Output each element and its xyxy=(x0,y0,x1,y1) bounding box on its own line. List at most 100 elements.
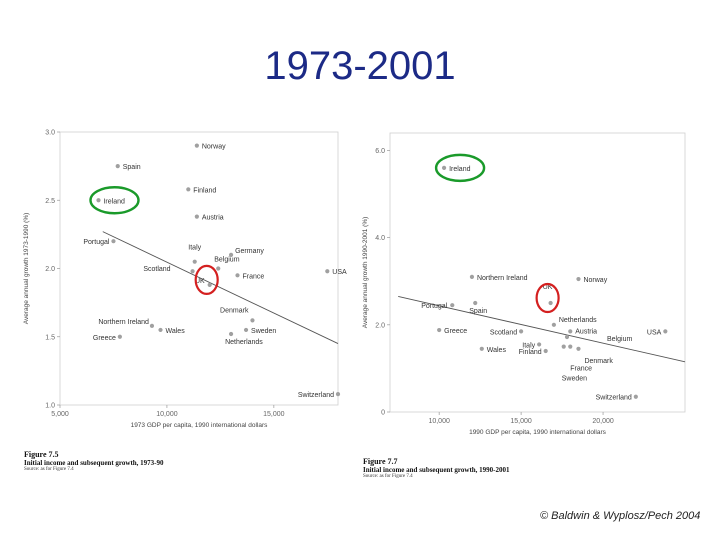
point-label-denmark: Denmark xyxy=(220,307,249,314)
data-point-scotland xyxy=(190,269,195,274)
point-label-ireland: Ireland xyxy=(449,166,471,173)
point-label-sweden: Sweden xyxy=(562,376,587,383)
x-tick-label: 5,000 xyxy=(51,411,69,418)
highlight-ellipse-green xyxy=(434,153,486,183)
figure-number: Figure 7.5 xyxy=(24,450,59,459)
x-axis-label: 1973 GDP per capita, 1990 international … xyxy=(131,422,269,429)
x-tick-label: 20,000 xyxy=(592,418,614,425)
trend-line xyxy=(102,231,339,344)
data-point-france xyxy=(568,344,573,349)
x-axis-label: 1990 GDP per capita, 1990 international … xyxy=(469,429,607,436)
point-label-usa: USA xyxy=(647,329,662,336)
scatter-chart-1973-90: 1.0 1.5 2.0 2.5 3.0 5,000 10,000 15,000 1973 GDP… xyxy=(23,130,347,430)
point-label-norway: Norway xyxy=(202,144,226,151)
data-point-ireland xyxy=(96,198,101,203)
copyright-note: © Baldwin & Wyplosz/Pech 2004 xyxy=(540,510,701,522)
y-axis-label: Average annual growth 1973-1990 (%) xyxy=(23,213,30,325)
point-label-netherlands: Netherlands xyxy=(225,339,263,346)
data-point-greece xyxy=(117,334,122,339)
data-point-italy xyxy=(192,259,197,264)
data-point-spain xyxy=(115,164,120,169)
data-point-germany xyxy=(228,252,234,257)
point-label-italy: Italy xyxy=(522,342,535,349)
point-label-spain: Spain xyxy=(469,308,487,315)
data-point-usa xyxy=(663,329,668,334)
data-point-portugal xyxy=(450,303,455,308)
point-label-austria: Austria xyxy=(202,215,224,222)
point-label-uk: UK xyxy=(195,278,205,285)
point-label-denmark: Denmark xyxy=(584,358,613,365)
highlight-ellipse-red xyxy=(194,264,219,295)
highlight-ellipse-red xyxy=(535,282,560,314)
slide-title: 1973-2001 xyxy=(264,44,456,88)
figure-source[interactable]: Source: as for Figure 7.4 xyxy=(363,474,413,479)
y-tick-label: 0 xyxy=(381,410,385,417)
y-tick-label: 6.0 xyxy=(375,148,385,155)
point-label-france: France xyxy=(570,366,592,373)
trend-line xyxy=(398,296,686,363)
point-label-scotland: Scotland xyxy=(490,329,517,336)
y-tick-label: 1.0 xyxy=(45,403,55,410)
point-label-portugal: Portugal xyxy=(83,239,110,246)
point-label-wales: Wales xyxy=(487,347,507,354)
y-axis-label: Average annual growth 1990-2001 (%) xyxy=(362,217,369,329)
x-tick-label: 15,000 xyxy=(510,418,532,425)
figure-title: Initial income and subsequent growth, 19… xyxy=(24,459,164,467)
highlight-ellipse-green xyxy=(89,186,140,215)
y-tick-label: 3.0 xyxy=(45,130,55,137)
point-label-greece: Greece xyxy=(93,335,116,342)
point-label-switzerland: Switzerland xyxy=(596,395,632,402)
x-tick-label: 10,000 xyxy=(156,411,178,418)
point-label-northern-ireland: Northern Ireland xyxy=(477,275,528,282)
point-label-sweden: Sweden xyxy=(251,328,276,335)
data-point-austria xyxy=(194,214,199,219)
figure-7-7: 0 2.0 4.0 6.0 10,000 15,000 20,000 1990 GDP per… xyxy=(355,127,700,492)
figure-7-5: 1.0 1.5 2.0 2.5 3.0 5,000 10,000 15,000 1973 GDP… xyxy=(20,120,360,490)
point-label-netherlands: Netherlands xyxy=(559,317,597,324)
data-point-netherlands xyxy=(228,331,234,337)
data-point-norway xyxy=(194,143,199,148)
x-tick-label: 15,000 xyxy=(263,411,285,418)
data-point-finland xyxy=(543,348,548,354)
data-point-uk xyxy=(548,300,553,306)
data-point-belgium xyxy=(564,334,570,340)
point-label-ireland: Ireland xyxy=(103,198,125,205)
data-point-sweden xyxy=(243,327,249,333)
figure-caption-7-5: Figure 7.5 Initial income and subsequent… xyxy=(24,450,164,472)
data-point-greece xyxy=(437,327,442,333)
data-point-spain xyxy=(473,300,478,306)
scatter-chart-1990-2001: 0 2.0 4.0 6.0 10,000 15,000 20,000 1990 GDP per… xyxy=(362,132,686,436)
data-point-wales xyxy=(158,327,163,333)
data-point-italy xyxy=(537,342,542,347)
y-tick-label: 1.5 xyxy=(45,334,55,341)
data-point-norway xyxy=(576,276,581,282)
data-point-denmark xyxy=(576,346,581,351)
point-label-greece: Greece xyxy=(444,328,467,335)
data-point-austria xyxy=(568,329,573,334)
data-point-denmark xyxy=(250,318,255,323)
point-label-germany: Germany xyxy=(235,248,264,255)
point-label-wales: Wales xyxy=(166,328,186,335)
point-label-spain: Spain xyxy=(123,164,141,171)
point-label-finland: Finland xyxy=(193,187,216,194)
y-tick-label: 2.5 xyxy=(45,198,55,205)
point-label-usa: USA xyxy=(332,269,347,276)
point-label-belgium: Belgium xyxy=(214,257,239,264)
data-point-portugal xyxy=(111,239,116,244)
data-point-uk xyxy=(207,282,212,287)
point-label-italy: Italy xyxy=(188,245,201,252)
data-point-wales xyxy=(479,346,484,351)
data-point-switzerland xyxy=(633,394,638,399)
point-label-france: France xyxy=(242,273,264,280)
data-point-sweden xyxy=(561,344,566,349)
data-point-scotland xyxy=(519,329,524,334)
figure-source[interactable]: Source: as for Figure 7.4 xyxy=(24,467,74,472)
point-label-uk: UK xyxy=(543,284,553,291)
figure-caption-7-7: Figure 7.7 Initial income and subsequent… xyxy=(363,457,510,479)
y-tick-label: 2.0 xyxy=(375,322,385,329)
data-point-france xyxy=(235,273,240,278)
point-label-austria: Austria xyxy=(575,328,597,335)
point-label-finland: Finland xyxy=(519,349,542,356)
data-point-northern-ireland xyxy=(469,274,475,279)
point-label-scotland: Scotland xyxy=(143,266,170,273)
